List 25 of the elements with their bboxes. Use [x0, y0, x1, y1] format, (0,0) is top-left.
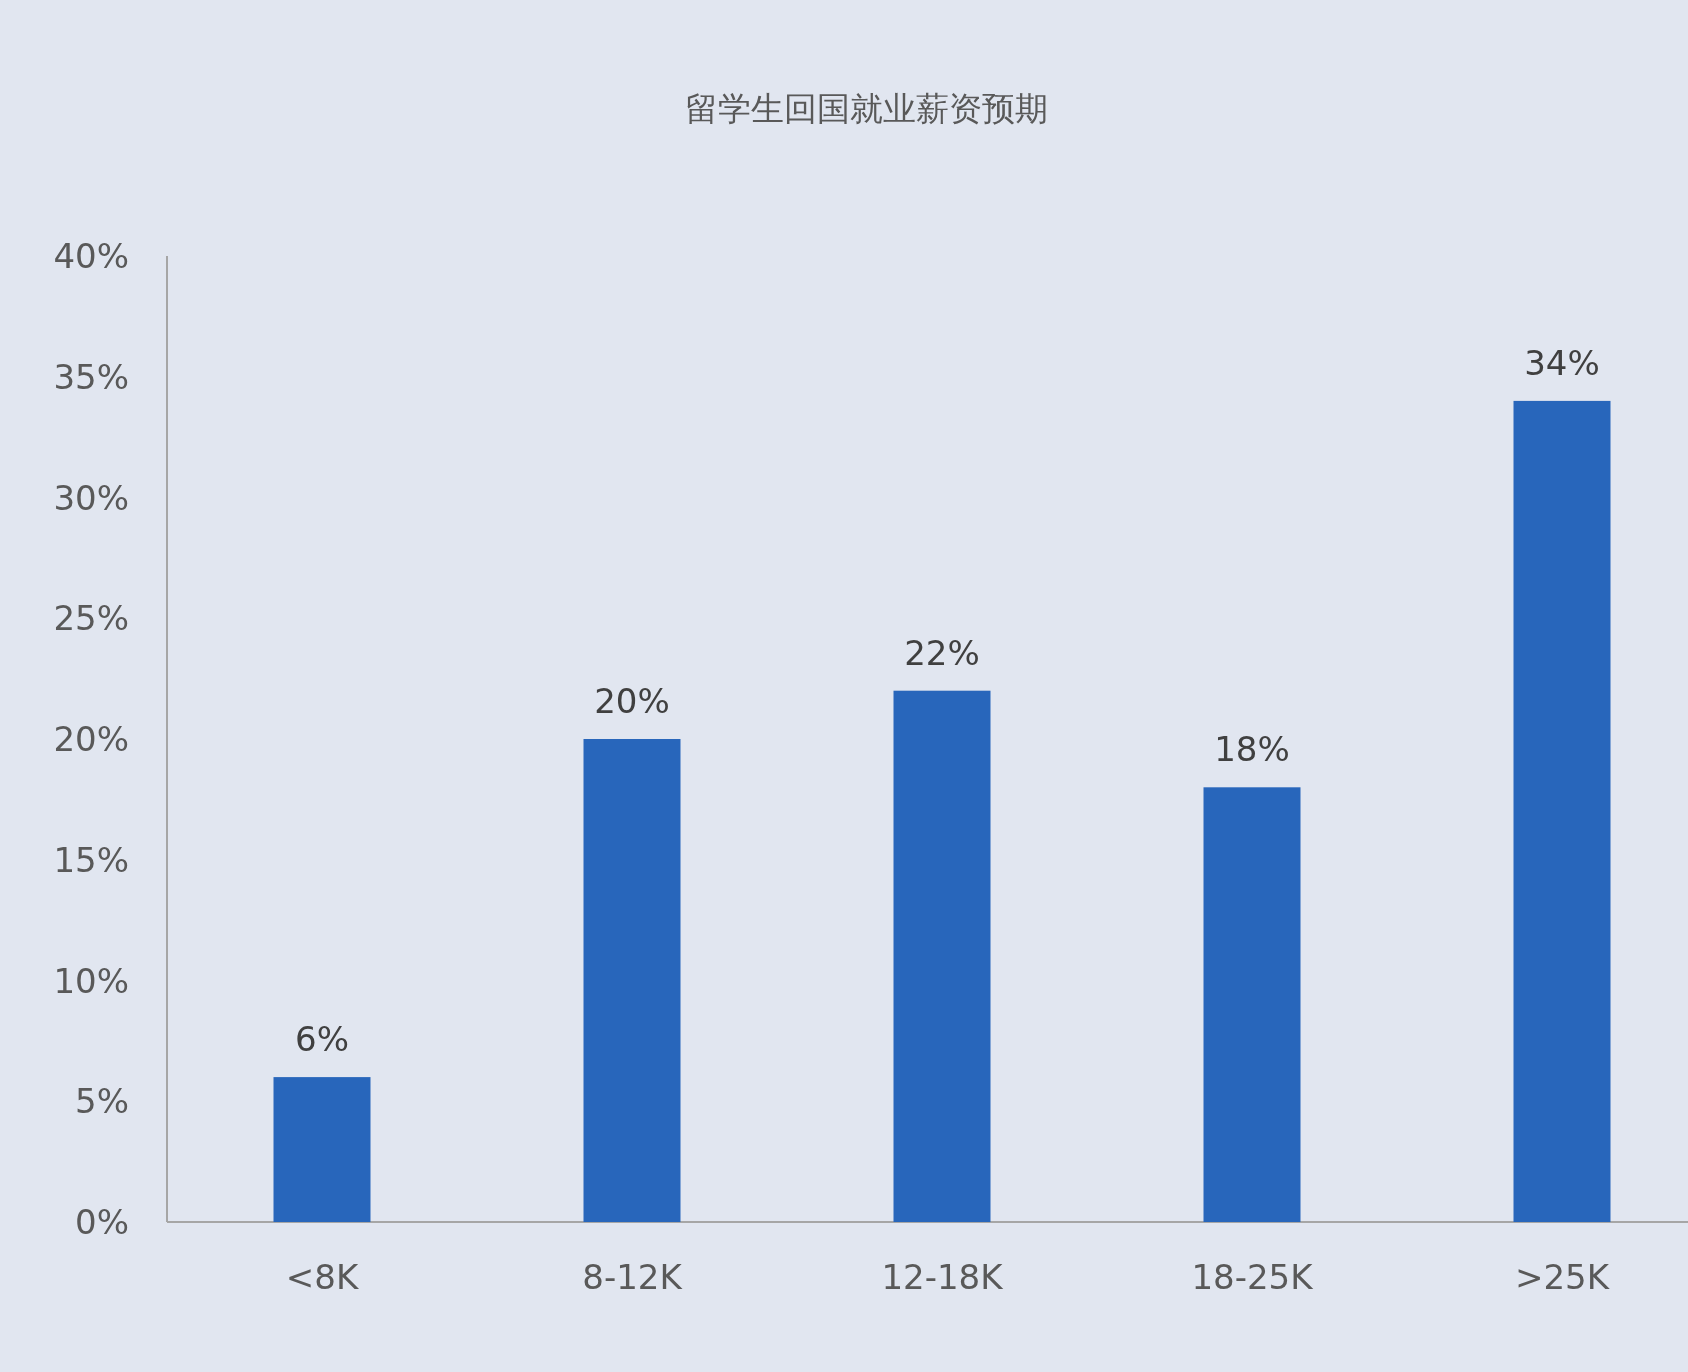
bar	[273, 1077, 371, 1222]
y-tick-label: 15%	[53, 839, 129, 880]
y-tick-label: 10%	[53, 960, 129, 1001]
bar	[1513, 400, 1611, 1222]
bar	[1203, 787, 1301, 1222]
x-tick-label: <8K	[285, 1257, 360, 1297]
bar	[583, 739, 681, 1222]
y-tick-label: 30%	[53, 477, 129, 518]
y-tick-label: 20%	[53, 719, 129, 759]
chart-title: 留学生回国就业薪资预期	[684, 89, 1048, 128]
data-label: 34%	[1524, 342, 1600, 383]
y-tick-label: 25%	[53, 598, 129, 639]
x-tick-label: 18-25K	[1191, 1257, 1315, 1297]
x-tick-label: 12-18K	[881, 1257, 1005, 1297]
x-tick-label: 8-12K	[582, 1257, 684, 1297]
data-label: 6%	[295, 1019, 349, 1060]
y-tick-label: 5%	[75, 1081, 129, 1122]
data-label: 18%	[1214, 729, 1290, 770]
x-tick-label: >25K	[1514, 1257, 1611, 1297]
bar	[893, 690, 991, 1222]
y-tick-label: 35%	[53, 356, 129, 397]
data-label: 20%	[594, 681, 670, 721]
data-label: 22%	[904, 632, 980, 673]
y-tick-label: 40%	[53, 236, 129, 276]
y-tick-label: 0%	[75, 1202, 129, 1242]
